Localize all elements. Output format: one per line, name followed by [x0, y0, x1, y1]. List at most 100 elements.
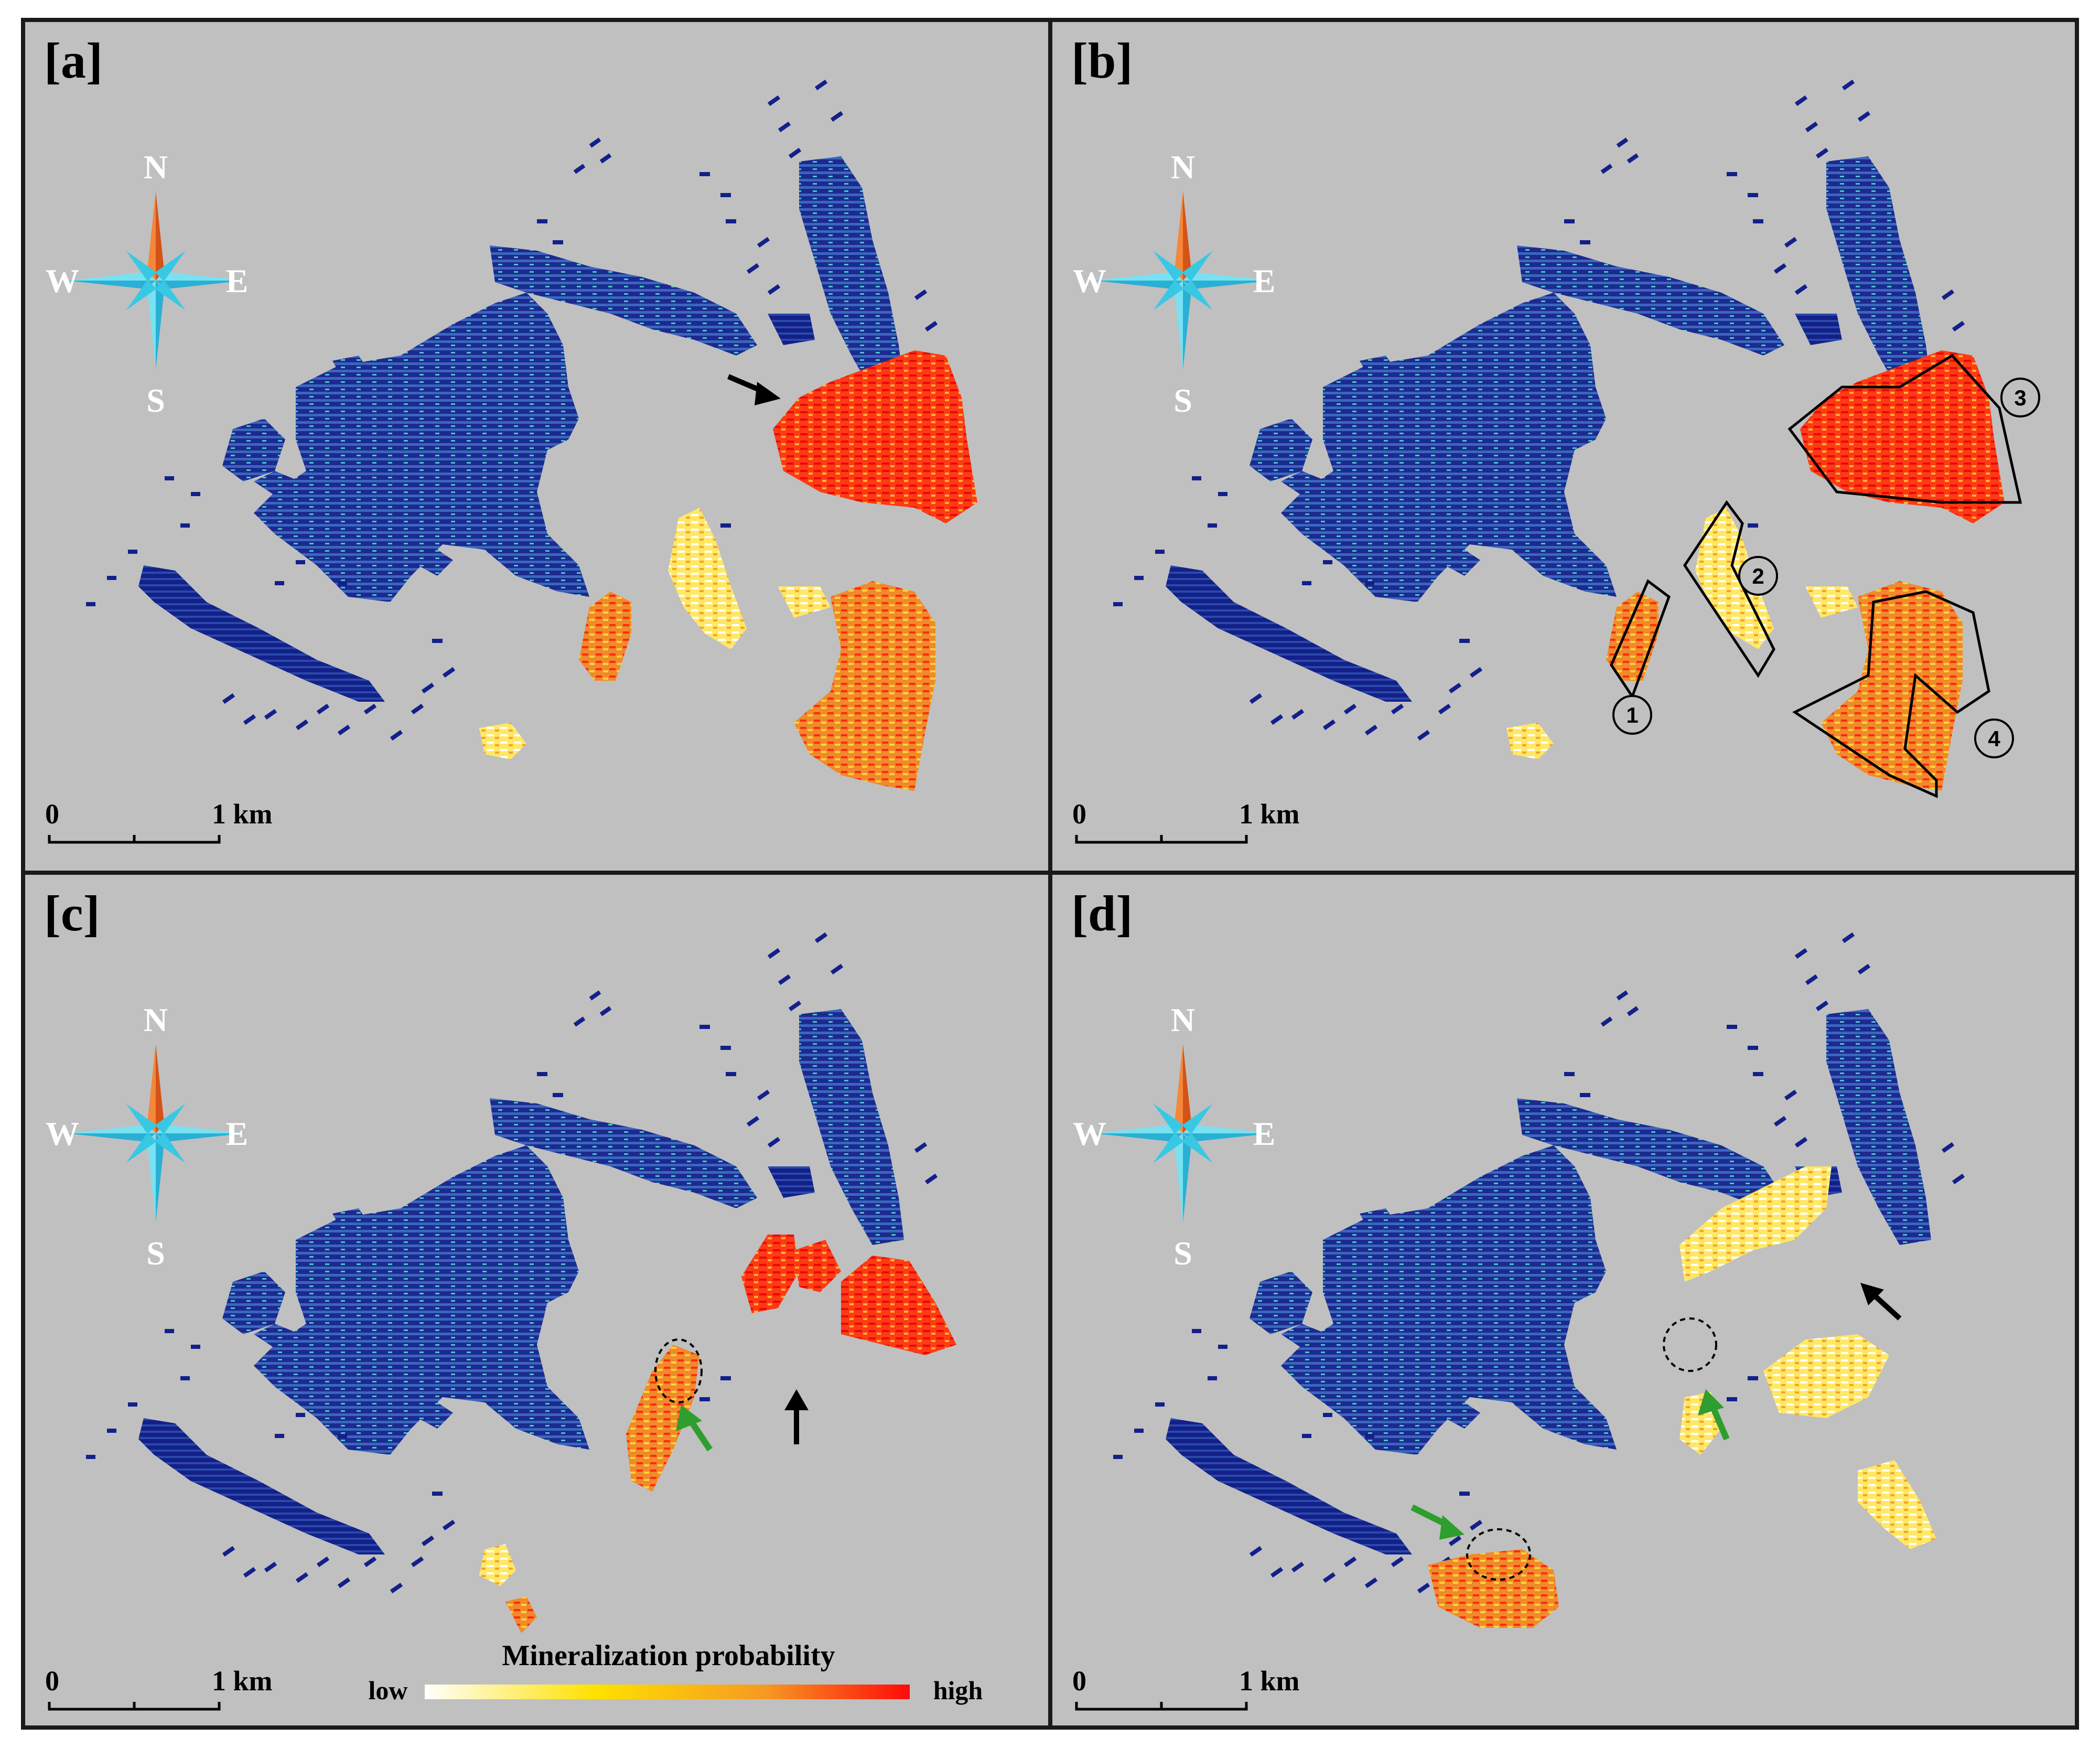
- compass-rose: N S W E: [46, 1001, 248, 1272]
- zone-2-label: 2: [1752, 564, 1764, 588]
- zone-labels: 1 2 3 4: [1612, 378, 2040, 758]
- scale-start-label: 0: [1072, 1665, 1086, 1697]
- south-patch-2: [505, 1596, 537, 1633]
- black-arrow: [784, 1389, 809, 1444]
- panel-d: [1050, 873, 2077, 1728]
- compass-north-point-right: [156, 1044, 164, 1133]
- compass-east-label: E: [1253, 1115, 1276, 1152]
- compass-diagonal-point: [1182, 1132, 1213, 1163]
- compass-north-label: N: [1171, 1001, 1195, 1038]
- compass-diagonal-point: [1153, 251, 1184, 282]
- yellow-zone-east: [1763, 1334, 1889, 1418]
- compass-north-point-right: [1183, 191, 1191, 281]
- compass-north-point-left: [147, 1044, 156, 1133]
- compass-diagonal-point: [126, 251, 157, 282]
- zone-1-label: 1: [1626, 703, 1638, 727]
- compass-east-point-bottom: [1183, 281, 1272, 289]
- compass-west-label: W: [1073, 262, 1106, 299]
- compass-south-point-right: [1183, 281, 1191, 370]
- compass-south-point-left: [1175, 281, 1183, 370]
- compass-west-label: W: [1073, 1115, 1106, 1152]
- dashed-circle-2: [1466, 1528, 1531, 1581]
- zone-4-label: 4: [1988, 726, 2000, 751]
- compass-north-label: N: [144, 1001, 168, 1038]
- compass-rose: N S W E: [46, 148, 248, 419]
- black-arrow: [727, 374, 781, 405]
- green-arrow-1: [1698, 1389, 1730, 1441]
- scale-bar: 0 1 km: [45, 798, 273, 844]
- panel-frames: [21, 18, 2079, 1730]
- compass-south-point-left: [1175, 1133, 1183, 1222]
- panel-d-overlay: [d] N S W E 0 1 km: [1071, 885, 1300, 1711]
- compass-east-point-top: [1183, 272, 1272, 281]
- dashed-circle: [654, 1338, 703, 1403]
- compass-north-point-right: [1183, 1044, 1191, 1133]
- legend-high: high: [933, 1676, 983, 1705]
- compass-south-label: S: [146, 382, 165, 419]
- compass-west-label: W: [46, 262, 79, 299]
- compass-south-point-left: [147, 281, 156, 370]
- compass-diagonal-point: [155, 1132, 186, 1163]
- compass-north-point-left: [1175, 191, 1183, 281]
- scale-start-label: 0: [45, 1665, 59, 1697]
- scale-start-label: 0: [1072, 798, 1086, 830]
- compass-diagonal-point: [1153, 1132, 1184, 1163]
- compass-diagonal-point: [126, 1103, 157, 1134]
- compass-south-label: S: [1173, 1235, 1192, 1272]
- panel-b: 1 2 3 4: [1050, 20, 2077, 873]
- panel-a-overlay: [a] N S W E 0 1 km: [44, 33, 273, 844]
- zone-3-label: 3: [2014, 385, 2026, 410]
- compass-east-label: E: [1253, 262, 1276, 299]
- compass-diagonal-point: [155, 251, 186, 282]
- compass-east-label: E: [226, 262, 249, 299]
- zone-3-outline: [1787, 353, 2022, 504]
- compass-north-point-left: [147, 191, 156, 281]
- compass-diagonal-point: [1182, 251, 1213, 282]
- compass-west-point-top: [67, 1125, 156, 1133]
- compass-diagonal-point: [155, 1103, 186, 1134]
- hot-cluster-east: [841, 1256, 956, 1355]
- panel-c-overlay: [c] N S W E 0 1 km: [44, 885, 273, 1711]
- panel-label: [c]: [44, 885, 100, 941]
- green-arrow-2: [1410, 1504, 1464, 1540]
- compass-west-point-bottom: [67, 1133, 156, 1142]
- compass-north-point-right: [156, 191, 164, 281]
- compass-west-point-bottom: [1094, 1133, 1183, 1142]
- compass-west-point-bottom: [67, 281, 156, 289]
- zone-2-outline: [1683, 500, 1775, 678]
- compass-diagonal-point: [1153, 280, 1184, 310]
- compass-south-point-right: [156, 281, 164, 370]
- compass-diagonal-point: [1182, 280, 1213, 310]
- scale-bar: 0 1 km: [45, 1665, 273, 1711]
- compass-east-point-top: [1183, 1125, 1272, 1133]
- compass-diagonal-point: [126, 1132, 157, 1163]
- legend: Mineralization probability low high: [369, 1639, 983, 1705]
- compass-diagonal-point: [126, 280, 157, 310]
- zone-outlines: [1610, 353, 2022, 798]
- compass-south-point-left: [147, 1133, 156, 1222]
- compass-diagonal-point: [155, 280, 186, 310]
- compass-west-label: W: [46, 1115, 79, 1152]
- legend-title: Mineralization probability: [502, 1639, 835, 1672]
- compass-diagonal-point: [1182, 1103, 1213, 1134]
- compass-rose: N S W E: [1073, 1001, 1275, 1272]
- zone-4-outline: [1792, 590, 1990, 798]
- hot-cluster-west: [741, 1235, 799, 1313]
- scale-start-label: 0: [45, 798, 59, 830]
- scale-end-label: 1 km: [1239, 1665, 1300, 1697]
- hot-cluster-mid: [794, 1240, 841, 1292]
- legend-low: low: [369, 1676, 408, 1705]
- panel-label: [d]: [1071, 885, 1133, 941]
- compass-north-point-left: [1175, 1044, 1183, 1133]
- panel-label: [a]: [44, 33, 103, 89]
- compass-west-point-top: [1094, 272, 1183, 281]
- scale-end-label: 1 km: [212, 1665, 273, 1697]
- dashed-circle-1: [1663, 1317, 1717, 1372]
- scale-end-label: 1 km: [212, 798, 273, 830]
- compass-north-label: N: [1171, 148, 1195, 186]
- compass-west-point-top: [1094, 1125, 1183, 1133]
- scale-bar-line: [48, 835, 221, 844]
- compass-east-point-bottom: [1183, 1133, 1272, 1142]
- compass-south-label: S: [146, 1235, 165, 1272]
- compass-east-point-bottom: [156, 1133, 245, 1142]
